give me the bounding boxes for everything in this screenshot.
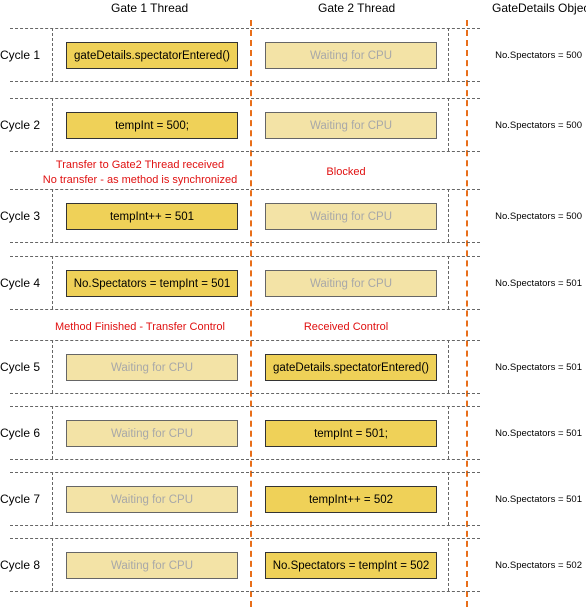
gate2-step-box: Waiting for CPU (265, 112, 437, 139)
cycle-frame-bottom (10, 393, 480, 394)
spectators-value: No.Spectators = 500 (495, 120, 582, 131)
cycle-frame-right (448, 340, 449, 393)
transfer-received-note: Transfer to Gate2 Thread received (55, 159, 225, 171)
cycle-frame-right (448, 406, 449, 459)
spectators-value: No.Spectators = 501 (495, 278, 582, 289)
cycle-frame-top (10, 98, 480, 99)
cycle-frame-top (10, 28, 480, 29)
cycle-frame-left (52, 256, 53, 309)
gate2-step-box: Waiting for CPU (265, 42, 437, 69)
cycle-frame-right (448, 189, 449, 242)
cycle-label: Cycle 7 (0, 492, 41, 506)
cycle-frame-bottom (10, 242, 480, 243)
blocked-note: Blocked (326, 166, 366, 178)
cycle-frame-right (448, 256, 449, 309)
cycle-frame-top (10, 538, 480, 539)
cycle-frame-top (10, 472, 480, 473)
cycle-frame-right (448, 538, 449, 591)
gate1-thread-header: Gate 1 Thread (111, 1, 189, 15)
cycle-frame-left (52, 538, 53, 591)
method-finished-note: Method Finished - Transfer Control (55, 321, 225, 333)
cycle-frame-top (10, 256, 480, 257)
cycle-frame-top (10, 189, 480, 190)
gate2-step-box: tempInt++ = 502 (265, 486, 437, 513)
gate1-step-box: Waiting for CPU (66, 486, 238, 513)
cycle-frame-bottom (10, 309, 480, 310)
gate1-step-box: tempInt++ = 501 (66, 203, 238, 230)
cycle-label: Cycle 5 (0, 360, 41, 374)
gate2-step-box: tempInt = 501; (265, 420, 437, 447)
gate2-thread-header: Gate 2 Thread (318, 1, 396, 15)
gate2-step-box: gateDetails.spectatorEntered() (265, 354, 437, 381)
no-transfer-note: No transfer - as method is synchronized (42, 174, 238, 186)
spectators-value: No.Spectators = 502 (495, 560, 582, 571)
cycle-label: Cycle 6 (0, 426, 41, 440)
cycle-frame-bottom (10, 151, 480, 152)
object-divider-line (466, 20, 468, 607)
cycle-frame-left (52, 98, 53, 151)
cycle-label: Cycle 8 (0, 558, 41, 572)
gate1-step-box: No.Spectators = tempInt = 501 (66, 270, 238, 297)
cycle-label: Cycle 2 (0, 118, 41, 132)
gate1-step-box: Waiting for CPU (66, 354, 238, 381)
cycle-frame-left (52, 340, 53, 393)
cycle-frame-left (52, 189, 53, 242)
cycle-frame-bottom (10, 459, 480, 460)
spectators-value: No.Spectators = 500 (495, 211, 582, 222)
cycle-frame-left (52, 472, 53, 525)
cycle-label: Cycle 3 (0, 209, 41, 223)
gate1-step-box: Waiting for CPU (66, 420, 238, 447)
cycle-frame-left (52, 406, 53, 459)
cycle-frame-top (10, 406, 480, 407)
gate1-step-box: gateDetails.spectatorEntered() (66, 42, 238, 69)
cycle-frame-right (448, 28, 449, 81)
cycle-frame-bottom (10, 81, 480, 82)
gate2-step-box: Waiting for CPU (265, 270, 437, 297)
gate1-step-box: Waiting for CPU (66, 552, 238, 579)
cycle-frame-bottom (10, 525, 480, 526)
gatedetails-object-header: GateDetails Object (492, 1, 586, 15)
spectators-value: No.Spectators = 500 (495, 50, 582, 61)
gate2-step-box: No.Spectators = tempInt = 502 (265, 552, 437, 579)
spectators-value: No.Spectators = 501 (495, 428, 582, 439)
cycle-frame-left (52, 28, 53, 81)
cycle-frame-bottom (10, 591, 480, 592)
cycle-label: Cycle 1 (0, 48, 41, 62)
cycle-frame-top (10, 340, 480, 341)
gate1-step-box: tempInt = 500; (66, 112, 238, 139)
received-control-note: Received Control (303, 321, 389, 333)
spectators-value: No.Spectators = 501 (495, 494, 582, 505)
gate2-step-box: Waiting for CPU (265, 203, 437, 230)
thread-divider-line (250, 20, 252, 607)
cycle-frame-right (448, 98, 449, 151)
spectators-value: No.Spectators = 501 (495, 362, 582, 373)
cycle-frame-right (448, 472, 449, 525)
cycle-label: Cycle 4 (0, 276, 41, 290)
